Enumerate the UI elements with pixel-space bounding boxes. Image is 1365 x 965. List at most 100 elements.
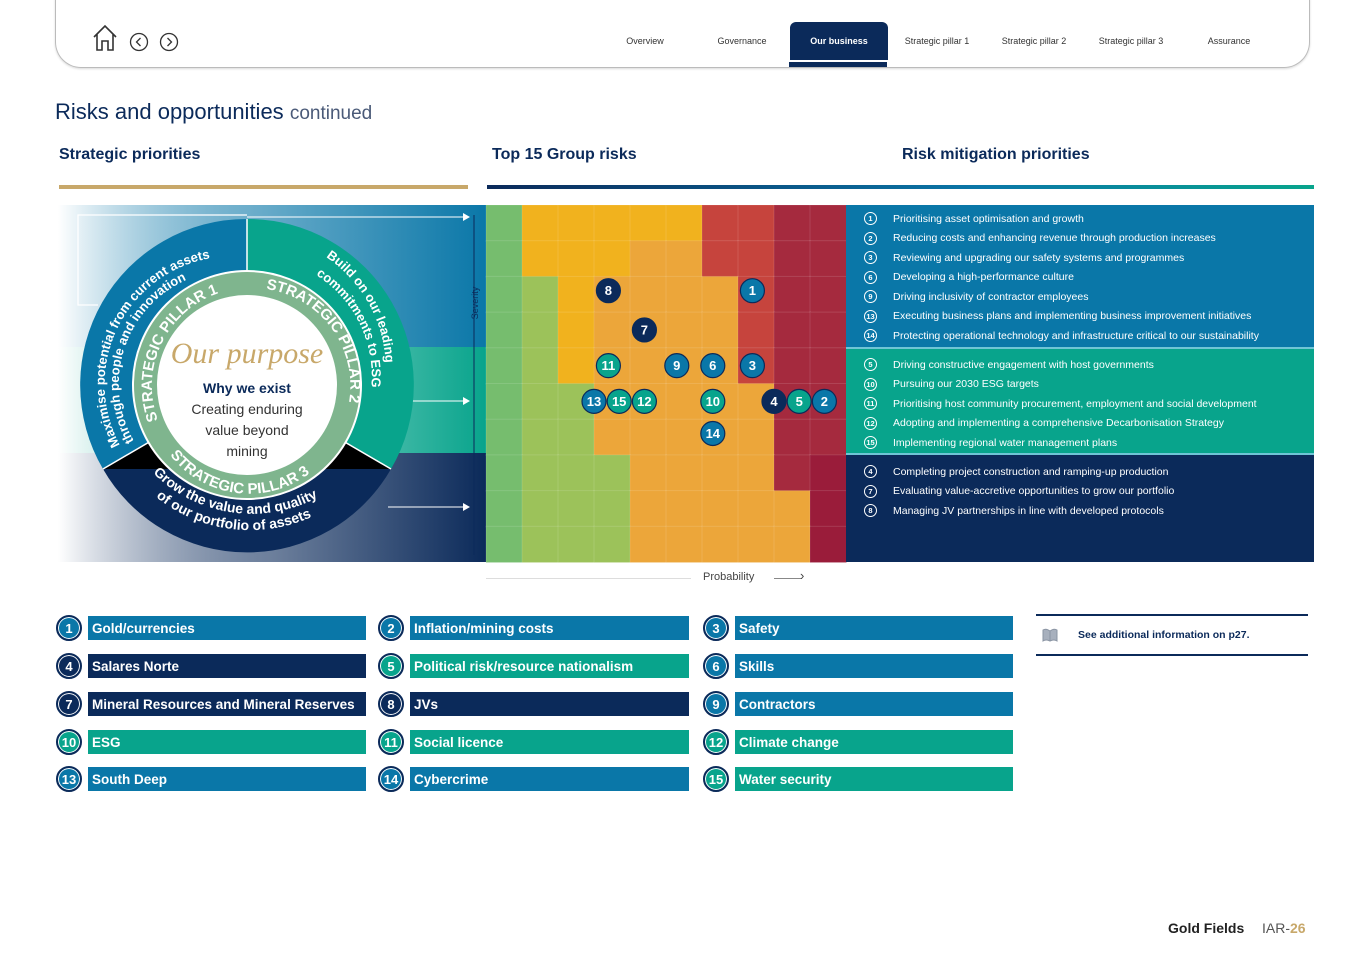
risk-point-9[interactable]: 9: [664, 353, 690, 379]
heatmap-cell: [557, 418, 595, 456]
mitigation-heading: Risk mitigation priorities: [902, 146, 1090, 163]
home-icon[interactable]: [92, 24, 118, 52]
heatmap-cell: [773, 418, 811, 456]
mitigation-item: 8 Managing JV partnerships in line with d…: [846, 501, 1314, 521]
legend-label: Salares Norte: [88, 654, 366, 678]
risk-point-11[interactable]: 11: [595, 353, 622, 379]
risk-point-8[interactable]: 8: [595, 278, 622, 304]
heatmap-cell: [809, 347, 847, 385]
svg-text:2: 2: [821, 394, 828, 409]
mitigation-panel: 1 Prioritising asset optimisation and gro…: [846, 205, 1314, 562]
svg-text:1: 1: [749, 283, 756, 298]
heatmap-cell: [773, 525, 811, 563]
tab-assurance[interactable]: Assurance: [1207, 36, 1251, 46]
risk-point-1[interactable]: 1: [739, 278, 765, 304]
heatmap-cell: [773, 454, 811, 492]
heatmap-cell: [557, 240, 595, 278]
risk-point-10[interactable]: 10: [700, 388, 726, 414]
risk-point-14[interactable]: 14: [700, 420, 726, 447]
heatmap-cell: [521, 454, 559, 492]
heatmap-cell: [629, 204, 667, 242]
title-suffix: continued: [289, 103, 373, 124]
legend-number: 6: [703, 653, 729, 679]
back-icon[interactable]: [129, 32, 149, 52]
heatmap-cell: [629, 418, 667, 456]
legend-label: Mineral Resources and Mineral Reserves: [88, 692, 366, 716]
strategy-diagram: Maximise potential from current assets t…: [58, 205, 486, 562]
item-text: Driving constructive engagement with hos…: [893, 358, 1154, 371]
legend-number: 7: [56, 691, 82, 717]
risk-point-6[interactable]: 6: [700, 353, 726, 379]
heatmap-cell: [593, 454, 631, 492]
svg-text:Creating enduring: Creating enduring: [191, 401, 302, 417]
risk-point-7[interactable]: 7: [631, 317, 657, 343]
heatmap-cell: [665, 204, 703, 242]
legend-item-10: 10 ESG: [56, 729, 366, 755]
item-text: Driving inclusivity of contractor employ…: [893, 290, 1089, 303]
risk-point-5[interactable]: 5: [786, 388, 812, 414]
legend-label: Gold/currencies: [88, 616, 366, 640]
heatmap-cell: [773, 347, 811, 385]
tab-overview[interactable]: Overview: [626, 36, 664, 46]
heatmap-cell: [521, 525, 559, 563]
forward-icon[interactable]: [159, 32, 179, 52]
heatmap-cell: [737, 418, 775, 456]
risk-point-13[interactable]: 13: [581, 388, 607, 414]
item-text: Protecting operational technology and in…: [893, 329, 1259, 342]
tab-strategic-pillar-3[interactable]: Strategic pillar 3: [1098, 36, 1164, 46]
tab-strategic-pillar-2[interactable]: Strategic pillar 2: [1001, 36, 1067, 46]
item-number: 4: [864, 465, 877, 479]
heatmap-cell: [557, 204, 595, 242]
heatmap-cell: [773, 204, 811, 242]
tab-our-business[interactable]: Our business: [790, 22, 888, 60]
item-text: Evaluating value-accretive opportunities…: [893, 485, 1175, 498]
mitigation-group-navy: 4 Completing project construction and ram…: [846, 453, 1314, 562]
risk-point-15[interactable]: 15: [606, 388, 632, 414]
heatmap-cell: [701, 275, 739, 314]
heatmap-cell: [665, 454, 703, 492]
mitigation-item: 4 Completing project construction and ram…: [846, 462, 1314, 482]
heatmap-cell: [485, 204, 523, 242]
heatmap-cell: [521, 240, 559, 278]
legend-item-14: 14 Cybercrime: [378, 766, 689, 792]
heatmap-cell: [521, 347, 559, 385]
heatmap-cell: [485, 490, 523, 528]
item-number: 13: [864, 309, 877, 323]
mitigation-item: 1 Prioritising asset optimisation and gro…: [846, 209, 1314, 229]
heatmap-cell: [701, 311, 739, 349]
heatmap-cell: [629, 490, 667, 528]
mitigation-item: 12 Adopting and implementing a comprehens…: [846, 414, 1314, 434]
legend-number: 5: [378, 653, 404, 679]
heatmap-cell: [665, 525, 703, 563]
item-text: Adopting and implementing a comprehensiv…: [893, 417, 1224, 430]
heatmap-cell: [521, 204, 559, 242]
item-text: Executing business plans and implementin…: [893, 310, 1252, 323]
legend-item-9: 9 Contractors: [703, 691, 1013, 717]
top-risks-heading: Top 15 Group risks: [492, 146, 637, 163]
legend-label: Water security: [735, 767, 1013, 791]
heatmap-cell: [737, 525, 775, 563]
risk-point-3[interactable]: 3: [739, 353, 765, 379]
mitigation-group-teal: 5 Driving constructive engagement with ho…: [846, 347, 1314, 453]
tab-governance[interactable]: Governance: [717, 36, 767, 46]
item-text: Completing project construction and ramp…: [893, 465, 1169, 478]
item-number: 3: [864, 251, 877, 265]
see-more-text: See additional information on p27.: [1078, 629, 1250, 641]
heatmap-cell: [665, 383, 703, 421]
legend-number: 14: [378, 766, 404, 792]
see-more-link[interactable]: See additional information on p27.: [1036, 614, 1308, 656]
svg-text:14: 14: [706, 426, 721, 441]
legend-item-2: 2 Inflation/mining costs: [378, 615, 689, 641]
svg-text:13: 13: [587, 394, 601, 409]
heatmap-cell: [773, 240, 811, 278]
risk-point-4[interactable]: 4: [761, 388, 787, 414]
why-we-exist: Why we exist: [203, 380, 291, 396]
heatmap-cell: [557, 454, 595, 492]
heatmap-cell: [629, 347, 667, 385]
tab-strategic-pillar-1[interactable]: Strategic pillar 1: [904, 36, 970, 46]
risk-point-12[interactable]: 12: [631, 388, 657, 414]
risk-point-2[interactable]: 2: [811, 388, 837, 414]
heatmap-cell: [485, 418, 523, 456]
heatmap-cell: [809, 204, 847, 242]
legend-item-8: 8 JVs: [378, 691, 689, 717]
